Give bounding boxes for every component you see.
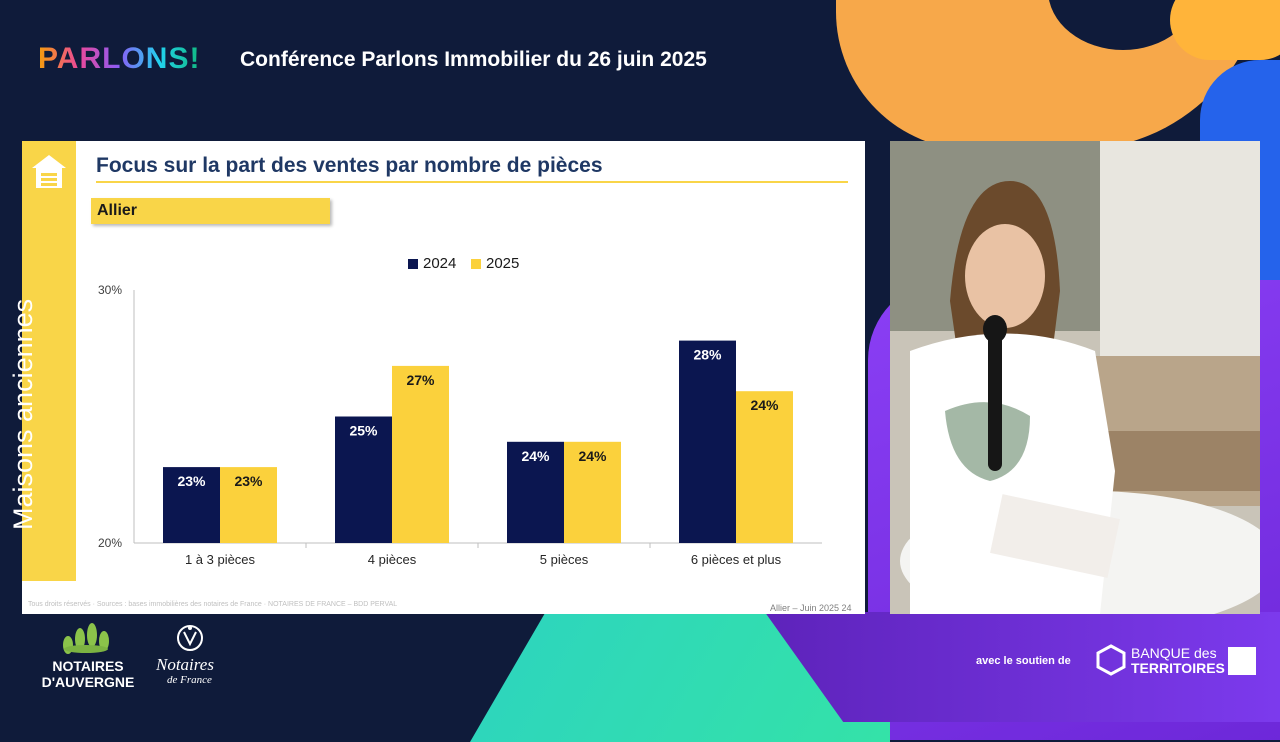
banque-territoires-line1: BANQUE des <box>1131 645 1217 661</box>
notaires-auvergne-line1: NOTAIRES <box>52 658 124 674</box>
notaires-de-france-subtitle: de France <box>167 674 212 686</box>
parlons-logo: PARLONS! <box>38 42 201 75</box>
data-label-2024: 24% <box>521 448 550 464</box>
region-banner <box>91 198 330 224</box>
region-label: Allier <box>97 202 138 219</box>
decorative-yellow-shape <box>1170 0 1280 60</box>
bar-2024 <box>335 416 392 543</box>
decorative-violet-shape <box>764 612 1280 722</box>
notaires-de-france-emblem-icon <box>177 625 203 651</box>
y-tick-label: 30% <box>98 283 122 297</box>
y-tick-label: 20% <box>98 536 122 550</box>
bar-2025 <box>736 391 793 543</box>
slide-footer-source: Tous droits réservés · Sources : bases i… <box>28 601 398 608</box>
bar-2024 <box>679 340 736 543</box>
notaires-de-france-title: Notaires <box>156 655 214 674</box>
banque-territoires-line2: TERRITOIRES <box>1131 660 1225 676</box>
banque-territoires-hexagon-icon <box>1096 644 1126 676</box>
notaires-auvergne-logo: NOTAIRES D'AUVERGNE <box>38 658 138 690</box>
house-icon <box>32 155 66 188</box>
bar-2024 <box>507 441 564 543</box>
bar-2025 <box>564 441 621 543</box>
legend-swatch-2025 <box>471 259 481 269</box>
bar-2025 <box>392 365 449 543</box>
legend-label-2024: 2024 <box>423 255 457 272</box>
notaires-auvergne-leaves-icon <box>63 623 109 654</box>
x-tick-label: 1 à 3 pièces <box>185 552 256 567</box>
support-text: avec le soutien de <box>976 655 1071 667</box>
data-label-2025: 23% <box>234 473 263 489</box>
slide-footer-page: Allier – Juin 2025 24 <box>770 603 852 613</box>
data-label-2025: 24% <box>750 397 779 413</box>
data-label-2024: 23% <box>177 473 206 489</box>
caisse-des-depots-logo <box>1228 647 1256 675</box>
x-tick-label: 4 pièces <box>368 552 417 567</box>
conference-title: Conférence Parlons Immobilier du 26 juin… <box>240 48 707 71</box>
presenter-video <box>890 141 1260 614</box>
data-label-2024: 28% <box>693 347 722 363</box>
slide-title: Focus sur la part des ventes par nombre … <box>96 154 603 177</box>
bar-2025 <box>220 467 277 543</box>
bar-2024 <box>163 467 220 543</box>
notaires-auvergne-line2: D'AUVERGNE <box>41 674 135 690</box>
title-divider <box>96 181 848 183</box>
data-label-2025: 27% <box>406 372 435 388</box>
legend-label-2025: 2025 <box>486 255 520 272</box>
x-tick-label: 5 pièces <box>540 552 589 567</box>
legend-swatch-2024 <box>408 259 418 269</box>
data-label-2024: 25% <box>349 423 378 439</box>
x-tick-label: 6 pièces et plus <box>691 552 782 567</box>
slide-side-band <box>22 141 76 581</box>
bar-chart: 20% 30% 1 à 3 pièces 23% 23% 4 pièces 25% 27% 5 … <box>98 283 822 567</box>
data-label-2025: 24% <box>578 448 607 464</box>
